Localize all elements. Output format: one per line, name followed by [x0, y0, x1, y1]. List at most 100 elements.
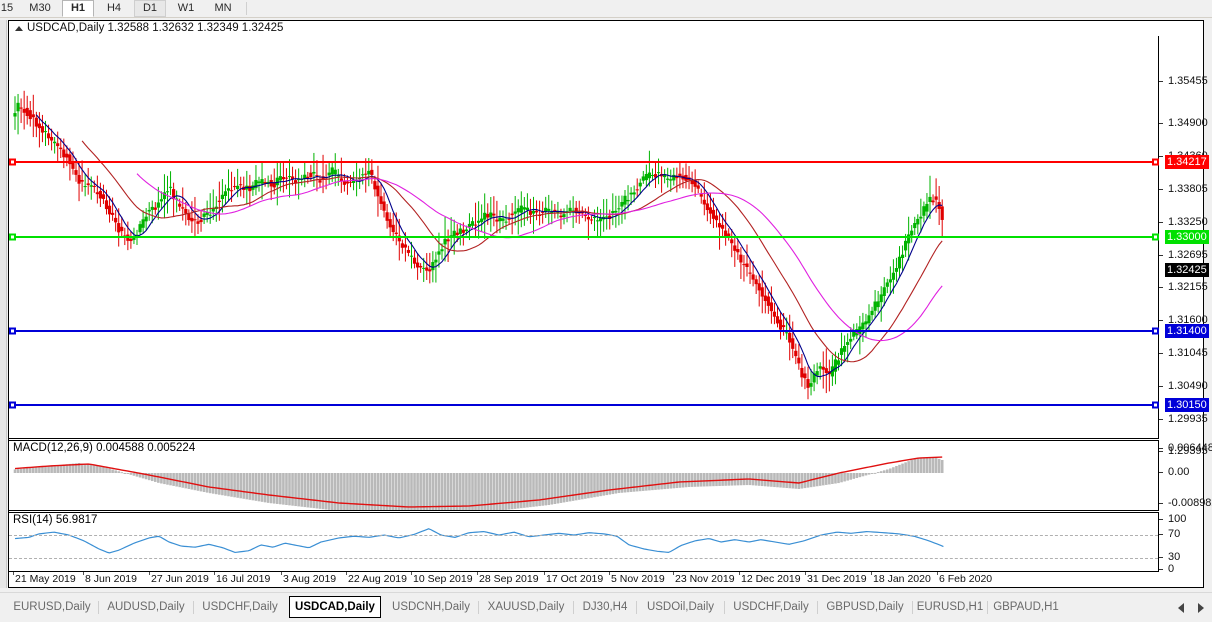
chart-tab-audusd-daily[interactable]: AUDUSD,Daily [107, 601, 185, 613]
rsi-level-30 [9, 558, 1158, 559]
price-axis-label: 1.32155 [1168, 281, 1208, 293]
tab-separator [987, 601, 988, 614]
date-tick [937, 572, 938, 575]
date-tick [83, 572, 84, 575]
axis-tick [1159, 222, 1163, 223]
chart-tab-eurusd-h1[interactable]: EURUSD,H1 [916, 601, 984, 613]
date-axis-label: 23 Nov 2019 [675, 573, 735, 585]
axis-tick [1159, 472, 1163, 473]
timeframe-w1[interactable]: W1 [177, 2, 195, 14]
price-axis-label: 1.32695 [1168, 249, 1208, 261]
tab-separator [817, 601, 818, 614]
macd-axis-label: 0.00 [1168, 466, 1190, 478]
macd-label: MACD(12,26,9) 0.004588 0.005224 [13, 442, 196, 454]
support-line-blue-lower-handle[interactable] [9, 401, 16, 409]
timeframe-m30[interactable]: M30 [29, 2, 51, 14]
timeframe-toolbar: 15 M30 H1 H4 D1 W1 MN [0, 0, 1212, 18]
timeframe-15[interactable]: 15 [0, 2, 14, 14]
chart-tab-bar: EURUSD,Daily AUDUSD,Daily USDCHF,Daily USDC… [0, 592, 1212, 622]
axis-tick [1159, 81, 1163, 82]
support-line-blue-lower-tag: 1.30150 [1165, 398, 1209, 412]
axis-tick [1159, 287, 1163, 288]
date-tick [411, 572, 412, 575]
axis-tick [1159, 353, 1163, 354]
tab-scroll-left-icon[interactable] [1178, 603, 1184, 613]
date-tick [871, 572, 872, 575]
chart-tab-usdcnh-daily[interactable]: USDCNH,Daily [392, 601, 470, 613]
level-line-green-handle-right[interactable] [1152, 233, 1159, 241]
date-tick [281, 572, 282, 575]
level-line-green[interactable] [9, 236, 1158, 238]
price-axis-label: 1.33805 [1168, 183, 1208, 195]
date-axis-label: 12 Dec 2019 [741, 573, 801, 585]
date-axis-label: 31 Dec 2019 [807, 573, 867, 585]
chart-tab-usdcad-daily[interactable]: USDCAD,Daily [289, 596, 381, 618]
date-axis-label: 5 Nov 2019 [611, 573, 665, 585]
date-tick [739, 572, 740, 575]
tab-separator [98, 601, 99, 614]
support-line-blue-lower[interactable] [9, 404, 1158, 406]
price-pane[interactable] [9, 36, 1159, 439]
tab-separator [636, 601, 637, 614]
chart-title: USDCAD,Daily 1.32588 1.32632 1.32349 1.3… [27, 22, 284, 34]
resistance-line-red[interactable] [9, 161, 1158, 163]
price-axis-label: 1.29395 [1168, 445, 1208, 457]
support-line-blue-lower-handle-right[interactable] [1152, 401, 1159, 409]
tab-separator [724, 601, 725, 614]
axis-tick [1159, 519, 1163, 520]
rsi-axis: 100 70 30 0 [1159, 512, 1203, 575]
date-tick [214, 572, 215, 575]
axis-tick [1159, 386, 1163, 387]
timeframe-d1[interactable]: D1 [134, 0, 166, 17]
rsi-axis-label: 100 [1168, 513, 1187, 525]
tab-separator [573, 601, 574, 614]
current-price-tag: 1.32425 [1165, 263, 1209, 277]
axis-tick [1159, 320, 1163, 321]
price-axis-label: 1.33250 [1168, 216, 1208, 228]
support-line-blue-upper-handle[interactable] [9, 327, 16, 335]
support-line-blue-upper[interactable] [9, 330, 1158, 332]
support-line-blue-upper-handle-right[interactable] [1152, 327, 1159, 335]
chart-tab-eurusd-daily[interactable]: EURUSD,Daily [13, 601, 91, 613]
rsi-axis-label: 70 [1168, 528, 1181, 540]
tab-separator [478, 601, 479, 614]
tab-scroll-right-icon[interactable] [1198, 603, 1204, 613]
level-line-green-tag: 1.33000 [1165, 230, 1209, 244]
resistance-line-red-handle-right[interactable] [1152, 158, 1159, 166]
rsi-axis-label: 0 [1168, 563, 1175, 575]
rsi-level-70 [9, 535, 1158, 536]
timeframe-h4[interactable]: H4 [106, 2, 122, 14]
date-tick [609, 572, 610, 575]
date-axis[interactable]: 21 May 2019 8 Jun 2019 27 Jun 2019 16 Jul 2… [9, 572, 1159, 588]
date-tick [805, 572, 806, 575]
date-axis-label: 17 Oct 2019 [546, 573, 604, 585]
chart-tab-usdchf-daily[interactable]: USDCHF,Daily [733, 601, 809, 613]
price-axis-label: 1.30490 [1168, 380, 1208, 392]
collapse-triangle-icon[interactable] [15, 26, 23, 31]
resistance-line-red-handle[interactable] [9, 158, 16, 166]
date-axis-label: 16 Jul 2019 [216, 573, 271, 585]
rsi-axis-label: 30 [1168, 551, 1181, 563]
rsi-pane[interactable]: RSI(14) 56.9817 [9, 512, 1159, 572]
axis-tick [1159, 189, 1163, 190]
date-axis-label: 27 Jun 2019 [151, 573, 209, 585]
tab-separator [193, 601, 194, 614]
chart-tab-gbpusd-daily[interactable]: GBPUSD,Daily [826, 601, 904, 613]
macd-pane[interactable]: MACD(12,26,9) 0.004588 0.005224 [9, 440, 1159, 511]
price-axis-label: 1.34900 [1168, 117, 1208, 129]
macd-chart [13, 456, 944, 510]
timeframe-mn[interactable]: MN [214, 2, 232, 14]
date-tick [477, 572, 478, 575]
date-tick [544, 572, 545, 575]
chart-tab-gbpaud-h1[interactable]: GBPAUD,H1 [993, 601, 1059, 613]
chart-tab-usdoil-daily[interactable]: USDOil,Daily [646, 601, 715, 613]
chart-window: USDCAD,Daily 1.32588 1.32632 1.32349 1.3… [8, 20, 1212, 588]
timeframe-h1[interactable]: H1 [62, 0, 94, 17]
chart-tab-dj30-h4[interactable]: DJ30,H4 [582, 601, 628, 613]
price-axis[interactable]: 1.354551.349001.343601.338051.332501.326… [1159, 36, 1209, 457]
chart-tab-usdchf-daily[interactable]: USDCHF,Daily [202, 601, 278, 613]
axis-tick [1159, 569, 1163, 570]
level-line-green-handle[interactable] [9, 233, 16, 241]
chart-tab-xauusd-daily[interactable]: XAUUSD,Daily [487, 601, 565, 613]
